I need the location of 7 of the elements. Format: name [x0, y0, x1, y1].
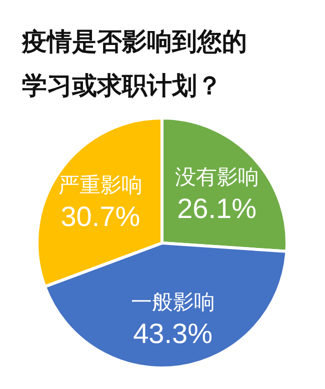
data-label: 26.1%: [177, 192, 256, 224]
slice-label: 严重影响: [58, 174, 142, 198]
slice-label: 没有影响: [174, 166, 259, 189]
title: 疫情是否影响到您的学习或求职计划？: [22, 27, 248, 102]
slice-label: 一般影响: [130, 291, 215, 314]
data-label: 43.3%: [133, 318, 212, 350]
data-label: 30.7%: [60, 201, 140, 232]
